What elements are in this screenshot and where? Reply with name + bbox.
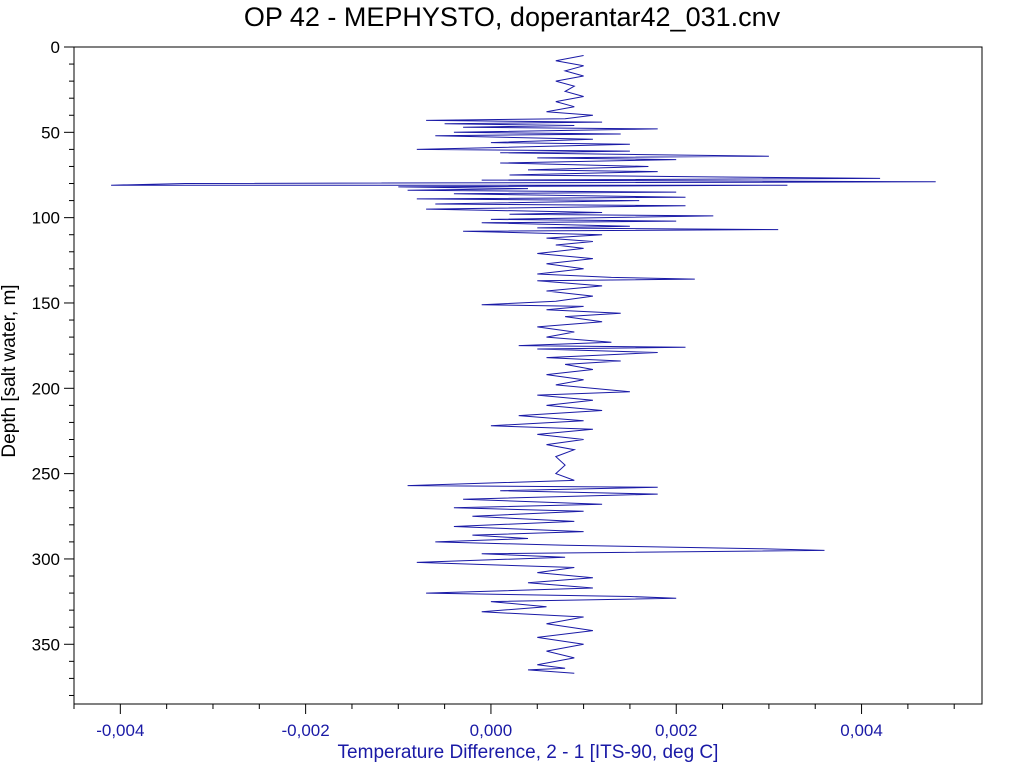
x-tick-label: -0,004 bbox=[96, 721, 144, 740]
x-tick-label: 0,004 bbox=[840, 721, 883, 740]
y-tick-label: 150 bbox=[32, 294, 60, 313]
chart-title: OP 42 - MEPHYSTO, doperantar42_031.cnv bbox=[243, 2, 781, 32]
y-tick-label: 0 bbox=[51, 38, 60, 57]
y-tick-label: 50 bbox=[41, 123, 60, 142]
y-axis-label: Depth [salt water, m] bbox=[0, 284, 20, 458]
y-axis: 0 50 100 150 200 250 300 350 bbox=[32, 38, 74, 696]
x-tick-label: 0,000 bbox=[470, 721, 513, 740]
y-tick-label: 100 bbox=[32, 209, 60, 228]
y-tick-label: 250 bbox=[32, 465, 60, 484]
plot-frame bbox=[73, 46, 983, 705]
x-axis: -0,004 -0,002 0,000 0,002 0,004 bbox=[73, 704, 955, 740]
y-tick-label: 300 bbox=[32, 550, 60, 569]
x-tick-label: -0,002 bbox=[282, 721, 330, 740]
series-layer bbox=[111, 55, 936, 674]
y-tick-label: 200 bbox=[32, 379, 60, 398]
y-tick-label: 350 bbox=[32, 635, 60, 654]
x-tick-label: 0,002 bbox=[655, 721, 698, 740]
x-axis-label: Temperature Difference, 2 - 1 [ITS-90, d… bbox=[337, 742, 719, 763]
series-line bbox=[111, 55, 936, 674]
plot-area bbox=[73, 46, 983, 705]
